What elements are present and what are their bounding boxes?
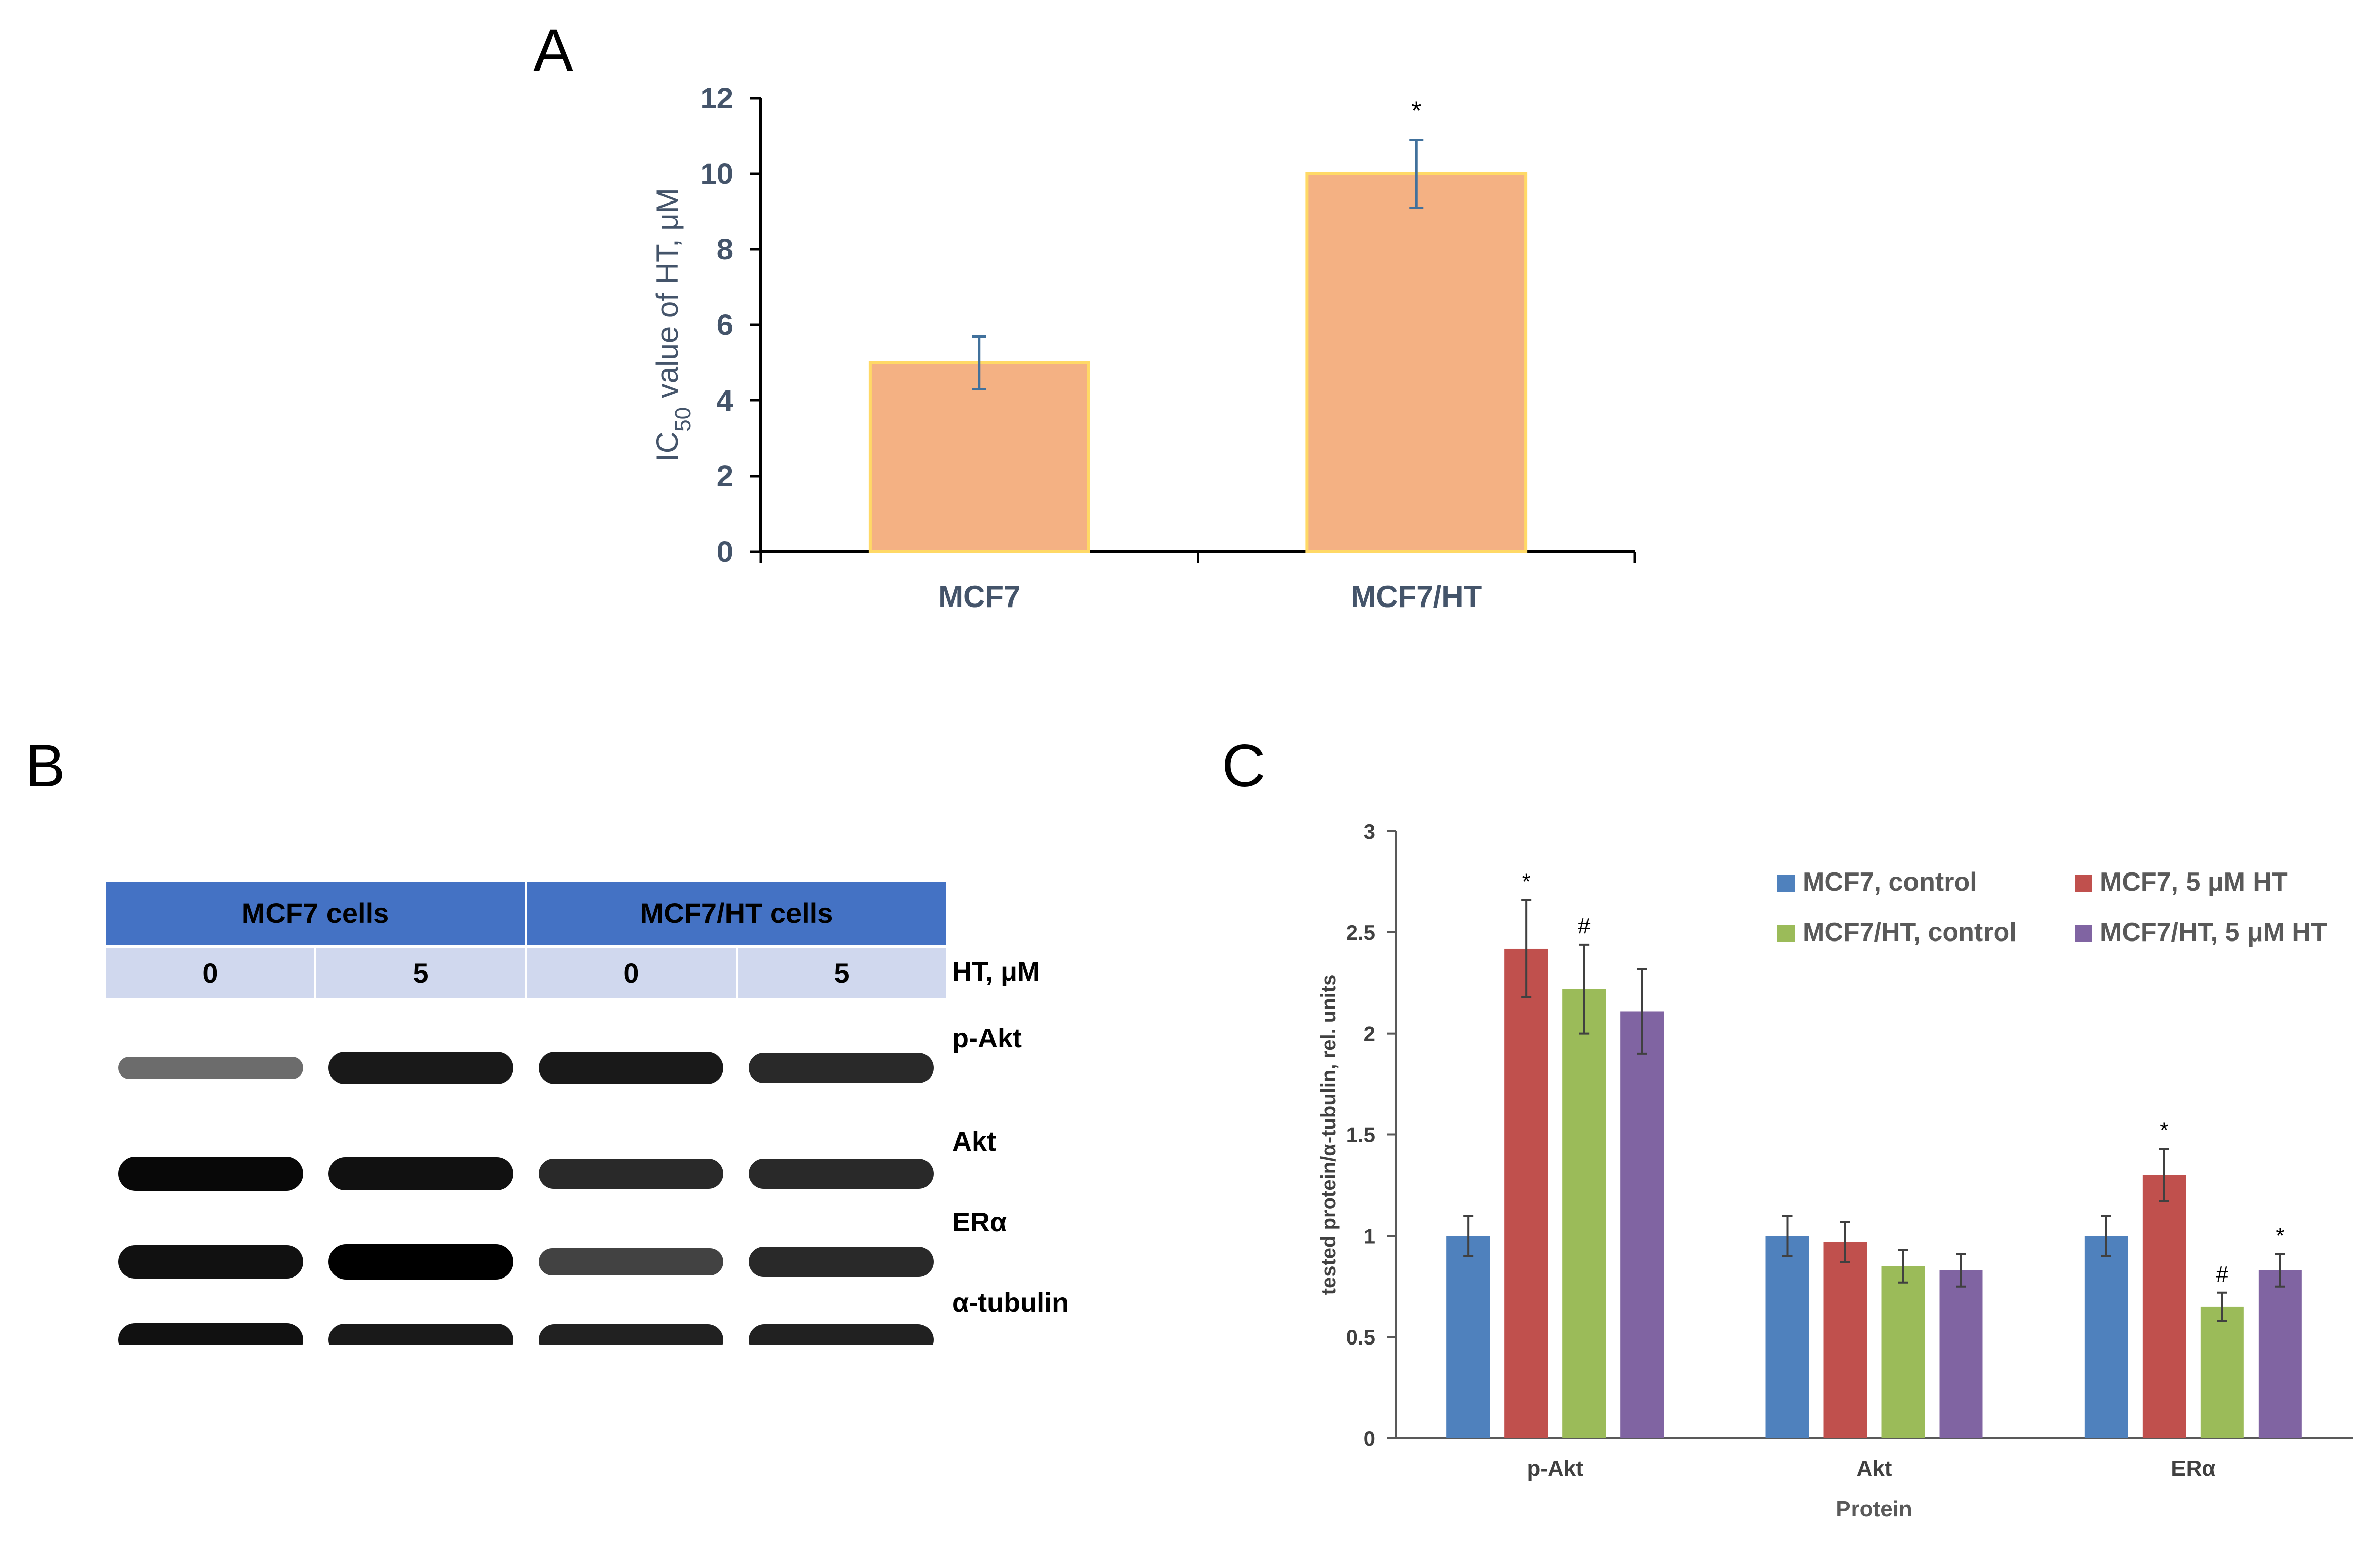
significance-mark: * bbox=[1411, 97, 1421, 126]
blot-band bbox=[749, 1053, 934, 1083]
blot-protein-label: α-tubulin bbox=[952, 1288, 1069, 1318]
blot-bands bbox=[118, 1052, 934, 1345]
blot-band bbox=[539, 1248, 723, 1275]
y-axis-title: tested protein/α-tubulin, rel. units bbox=[1317, 975, 1340, 1295]
legend-swatch bbox=[2075, 925, 2092, 942]
bar bbox=[1939, 1270, 1983, 1438]
legend-label: MCF7, 5 μM HT bbox=[2100, 867, 2288, 897]
blot-band bbox=[118, 1245, 303, 1279]
bar bbox=[2142, 1175, 2186, 1438]
blot-dose-unit: HT, μM bbox=[952, 957, 1040, 987]
bar bbox=[868, 361, 1090, 553]
x-tick-label: ERα bbox=[2171, 1456, 2215, 1481]
blot-band bbox=[328, 1052, 513, 1084]
bar bbox=[2084, 1236, 2128, 1438]
significance-mark: # bbox=[1578, 914, 1591, 938]
blot-dose-label: 5 bbox=[738, 948, 946, 998]
blot-dose-row: 0 5 0 5 bbox=[106, 948, 946, 998]
blot-protein-label: ERα bbox=[952, 1207, 1007, 1237]
panel-label-a: A bbox=[533, 17, 574, 84]
blot-dose-label: 5 bbox=[316, 948, 527, 998]
y-tick-label: 12 bbox=[700, 82, 733, 115]
blot-group-label: MCF7 cells bbox=[106, 882, 527, 945]
legend-swatch bbox=[2075, 875, 2092, 892]
bar bbox=[2258, 1270, 2302, 1438]
legend-swatch bbox=[1777, 875, 1795, 892]
y-tick-label: 3 bbox=[1364, 820, 1375, 843]
blot-band bbox=[539, 1159, 723, 1189]
legend-label: MCF7, control bbox=[1803, 867, 1977, 897]
bar bbox=[1765, 1236, 1809, 1438]
significance-mark: # bbox=[2216, 1262, 2229, 1287]
western-blot-panel: MCF7 cells MCF7/HT cells 0 5 0 5 HT, μM … bbox=[106, 882, 1103, 1345]
y-tick-label: 1 bbox=[1364, 1224, 1375, 1248]
bar bbox=[1504, 948, 1548, 1438]
blot-band bbox=[539, 1052, 723, 1084]
significance-mark: * bbox=[2160, 1118, 2168, 1143]
bar bbox=[2200, 1306, 2244, 1438]
significance-mark: * bbox=[2276, 1223, 2284, 1248]
blot-group-label: MCF7/HT cells bbox=[527, 882, 946, 945]
y-tick-label: 6 bbox=[717, 309, 733, 342]
panel-label-b: B bbox=[25, 732, 66, 799]
blot-band bbox=[749, 1159, 934, 1189]
blot-band bbox=[328, 1324, 513, 1345]
y-tick-label: 10 bbox=[700, 158, 733, 190]
y-tick-label: 2 bbox=[717, 460, 733, 493]
x-tick-label: Akt bbox=[1857, 1456, 1892, 1481]
blot-protein-label: p-Akt bbox=[952, 1023, 1022, 1053]
x-tick-label: p-Akt bbox=[1527, 1456, 1583, 1481]
y-axis-title: IC50 value of HT, μM bbox=[650, 188, 695, 462]
y-tick-label: 0.5 bbox=[1346, 1325, 1375, 1349]
blot-band bbox=[118, 1057, 303, 1079]
x-tick-label: MCF7 bbox=[938, 580, 1020, 614]
blot-group-header: MCF7 cells MCF7/HT cells bbox=[106, 882, 946, 945]
legend-label: MCF7/HT, 5 μM HT bbox=[2100, 918, 2327, 947]
y-tick-label: 0 bbox=[717, 535, 733, 568]
bar bbox=[1305, 172, 1528, 553]
blot-band bbox=[749, 1324, 934, 1345]
legend-label: MCF7/HT, control bbox=[1803, 918, 2017, 947]
y-tick-label: 4 bbox=[717, 384, 733, 417]
bar bbox=[1620, 1011, 1664, 1438]
y-tick-label: 1.5 bbox=[1346, 1123, 1375, 1147]
y-tick-label: 2.5 bbox=[1346, 921, 1375, 945]
x-tick-label: MCF7/HT bbox=[1351, 580, 1482, 614]
blot-dose-label: 0 bbox=[527, 948, 738, 998]
blot-band bbox=[749, 1247, 934, 1277]
blot-band bbox=[539, 1324, 723, 1345]
blot-protein-label: Akt bbox=[952, 1126, 997, 1157]
significance-mark: * bbox=[1522, 869, 1531, 894]
blot-band bbox=[328, 1244, 513, 1280]
blot-band bbox=[118, 1157, 303, 1191]
bar bbox=[1823, 1242, 1867, 1438]
y-tick-label: 0 bbox=[1364, 1427, 1375, 1450]
blot-band bbox=[328, 1157, 513, 1190]
bar bbox=[1446, 1236, 1490, 1438]
y-tick-label: 8 bbox=[717, 233, 733, 266]
panel-label-c: C bbox=[1222, 732, 1266, 799]
blot-band bbox=[118, 1323, 303, 1345]
y-tick-label: 2 bbox=[1364, 1022, 1375, 1046]
chart-ic50: 0 2 4 6 8 10 12 MCF7 * MCF7/HT IC50 value of HT, … bbox=[650, 82, 1636, 614]
blot-dose-label: 0 bbox=[106, 948, 316, 998]
bar bbox=[1881, 1266, 1925, 1438]
bar bbox=[1562, 989, 1606, 1438]
x-axis-title: Protein bbox=[1836, 1497, 1912, 1521]
legend-swatch bbox=[1777, 925, 1795, 942]
